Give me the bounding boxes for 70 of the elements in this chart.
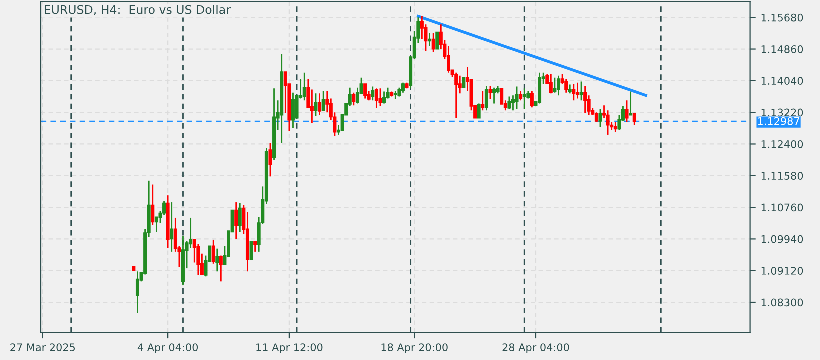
y-tick-label: 1.11580 bbox=[762, 172, 804, 180]
candlestick bbox=[484, 85, 488, 112]
candlestick bbox=[212, 239, 216, 265]
candlestick bbox=[428, 32, 432, 47]
candlestick bbox=[432, 32, 436, 54]
candlestick bbox=[564, 78, 568, 94]
x-tick-label: 18 Apr 20:00 bbox=[382, 344, 448, 354]
candlestick bbox=[318, 92, 322, 116]
y-tick-label: 1.08300 bbox=[762, 298, 804, 307]
candlestick bbox=[371, 86, 375, 102]
y-tick-label: 1.14860 bbox=[762, 46, 804, 54]
candlestick bbox=[576, 82, 580, 100]
candlestick bbox=[481, 90, 485, 112]
candlestick bbox=[515, 86, 519, 110]
candlestick bbox=[378, 88, 382, 108]
candlestick bbox=[268, 142, 272, 178]
candlestick bbox=[477, 103, 481, 120]
candlestick bbox=[580, 81, 584, 102]
y-tick-label: 1.14040 bbox=[762, 77, 804, 86]
candlestick bbox=[356, 87, 360, 104]
candlestick bbox=[291, 92, 295, 130]
candlestick bbox=[553, 77, 557, 94]
x-tick-label: 4 Apr 04:00 bbox=[138, 344, 198, 354]
candlestick bbox=[508, 96, 512, 110]
y-tick-label: 1.13220 bbox=[762, 108, 804, 117]
candlestick bbox=[572, 83, 576, 102]
candlestick bbox=[625, 100, 629, 123]
candlestick bbox=[629, 91, 633, 116]
candlestick bbox=[557, 75, 560, 96]
candlestick bbox=[462, 77, 466, 88]
candlestick bbox=[250, 241, 254, 260]
x-tick-label: 27 Mar 2025 bbox=[10, 344, 76, 352]
candlestick bbox=[614, 122, 618, 133]
candlestick bbox=[302, 72, 306, 102]
y-tick-label: 1.09940 bbox=[762, 235, 804, 244]
candlestick bbox=[151, 184, 155, 226]
candlestick bbox=[170, 202, 174, 253]
candlestick bbox=[584, 85, 588, 114]
candlestick bbox=[352, 92, 356, 106]
candlestick bbox=[606, 110, 610, 136]
y-tick-label: 1.12400 bbox=[762, 140, 804, 148]
candlestick bbox=[492, 87, 496, 104]
candlestick bbox=[136, 270, 140, 314]
y-tick-label: 1.15680 bbox=[762, 14, 804, 22]
candlestick bbox=[238, 202, 242, 233]
candlestick bbox=[374, 88, 378, 110]
candlestick bbox=[382, 91, 386, 104]
x-tick-label: 11 Apr 12:00 bbox=[256, 344, 323, 354]
candlestick bbox=[234, 202, 238, 240]
candlestick bbox=[522, 88, 526, 110]
candlestick bbox=[322, 90, 326, 112]
candlestick bbox=[364, 83, 368, 100]
y-tick-label: 1.09120 bbox=[762, 267, 804, 275]
candlestick bbox=[488, 85, 492, 100]
candlestick bbox=[254, 240, 258, 253]
candlestick bbox=[632, 112, 636, 126]
candlestick bbox=[454, 72, 458, 120]
x-tick-label: 28 Apr 04:00 bbox=[502, 344, 570, 354]
y-tick-label: 1.10760 bbox=[762, 204, 804, 212]
candlestick bbox=[386, 87, 390, 100]
candlestick bbox=[216, 248, 220, 272]
ref-line-label: 1.12987 bbox=[758, 117, 800, 126]
candlestick bbox=[598, 108, 602, 128]
candlestick bbox=[401, 82, 405, 94]
candlestick bbox=[530, 90, 534, 108]
candlestick bbox=[219, 255, 223, 282]
candlestick bbox=[436, 32, 440, 50]
candlestick bbox=[549, 73, 553, 94]
candlestick bbox=[519, 90, 523, 102]
chart-title: EURUSD, H4: Euro vs US Dollar bbox=[44, 5, 231, 16]
